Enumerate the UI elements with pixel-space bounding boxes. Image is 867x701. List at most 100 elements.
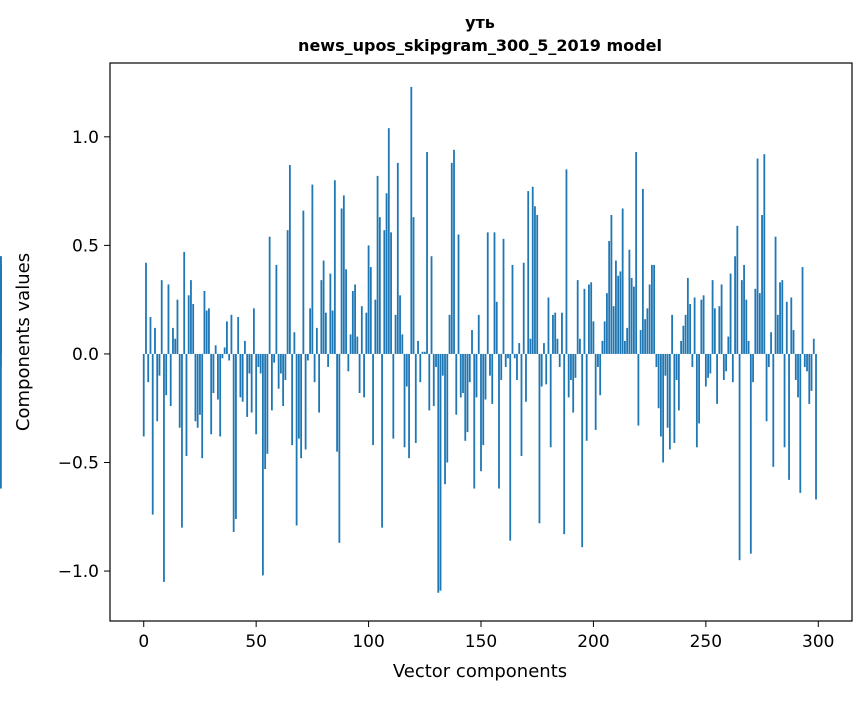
- bar-90: [345, 269, 347, 354]
- bar-209: [612, 306, 615, 354]
- bar-133: [441, 353, 444, 376]
- bar-298: [812, 338, 815, 354]
- bar-143: [464, 353, 467, 441]
- bar-222: [641, 188, 644, 354]
- y-tick-label: 0.5: [72, 236, 99, 256]
- bar-61: [279, 353, 282, 374]
- bar-77: [315, 327, 318, 354]
- bar-241: [684, 314, 687, 354]
- bar-138: [453, 149, 455, 354]
- bar-0: [142, 353, 145, 437]
- bar-160: [502, 238, 505, 354]
- x-tick-label: 50: [245, 632, 267, 652]
- bar-8: [160, 280, 163, 354]
- bar-23: [194, 353, 197, 422]
- bar-186: [561, 312, 563, 354]
- bar-12: [169, 353, 172, 407]
- bar-177: [540, 353, 543, 387]
- bar-142: [462, 353, 464, 394]
- bar-28: [205, 310, 208, 354]
- bar-139: [455, 353, 458, 415]
- bar-204: [601, 340, 604, 354]
- bar-undefined: [0, 256, 2, 354]
- bar-230: [659, 353, 662, 437]
- bar-30: [210, 353, 213, 435]
- bar-144: [466, 353, 469, 433]
- y-tick-label: 0.0: [72, 345, 99, 365]
- bar-78: [318, 353, 321, 413]
- bar-113: [396, 162, 399, 354]
- x-tick-label: 100: [352, 632, 384, 652]
- bar-26: [201, 353, 204, 459]
- bar-7: [158, 353, 161, 376]
- bar-274: [758, 293, 761, 354]
- bar-176: [538, 353, 541, 524]
- bar-208: [610, 214, 613, 354]
- bar-163: [509, 353, 512, 541]
- bar-252: [709, 353, 712, 374]
- bar-258: [722, 353, 725, 380]
- bar-240: [682, 325, 685, 354]
- bar-171: [527, 191, 530, 354]
- bar-289: [792, 330, 795, 354]
- bar-128: [430, 256, 433, 354]
- bar-99: [365, 312, 368, 354]
- bar-49: [253, 308, 255, 354]
- bar-82: [327, 353, 329, 367]
- bar-221: [639, 330, 642, 354]
- bar-150: [480, 353, 482, 472]
- bar-45: [244, 340, 246, 354]
- bar-182: [552, 314, 554, 354]
- bar-292: [799, 353, 802, 493]
- bar-2: [147, 353, 150, 383]
- bar-43: [239, 353, 242, 398]
- bar-248: [700, 299, 703, 354]
- bar-270: [749, 353, 752, 554]
- bar-173: [531, 186, 534, 354]
- bar-120: [412, 217, 415, 354]
- bar-253: [711, 280, 714, 354]
- bar-69: [297, 353, 300, 439]
- bar-32: [214, 345, 217, 354]
- bar-203: [599, 353, 602, 396]
- bar-282: [776, 314, 779, 354]
- bar-267: [743, 264, 745, 354]
- bar-277: [765, 353, 768, 422]
- bar-15: [176, 299, 179, 354]
- bar-102: [372, 353, 374, 446]
- bar-153: [486, 232, 489, 354]
- bar-110: [390, 232, 392, 354]
- bar-294: [803, 353, 806, 367]
- y-tick-label: −0.5: [58, 454, 99, 474]
- bar-56: [268, 236, 271, 354]
- bar-195: [581, 353, 584, 548]
- bar-35: [221, 353, 224, 359]
- bar-190: [570, 353, 572, 380]
- bar-280: [772, 353, 775, 467]
- bar-112: [394, 314, 397, 354]
- bar-232: [664, 353, 667, 376]
- bar-81: [324, 312, 327, 354]
- bar-48: [250, 353, 253, 413]
- bar-73: [306, 353, 309, 361]
- bar-199: [590, 282, 593, 354]
- bar-111: [392, 353, 395, 439]
- bar-42: [237, 317, 240, 354]
- bar-281: [774, 236, 777, 354]
- bar-131: [437, 353, 440, 593]
- bar-247: [698, 353, 700, 424]
- bar-167: [518, 343, 521, 354]
- bar-217: [630, 277, 633, 354]
- bar-194: [579, 338, 581, 354]
- bar-3: [149, 317, 152, 354]
- bar-210: [615, 260, 617, 354]
- bar-227: [653, 264, 656, 354]
- bar-237: [675, 353, 678, 380]
- bar-146: [471, 330, 473, 354]
- bar-85: [333, 180, 336, 354]
- bar-296: [808, 353, 811, 404]
- bar-109: [387, 128, 390, 354]
- x-tick-label: 150: [465, 632, 497, 652]
- bar-291: [797, 353, 799, 398]
